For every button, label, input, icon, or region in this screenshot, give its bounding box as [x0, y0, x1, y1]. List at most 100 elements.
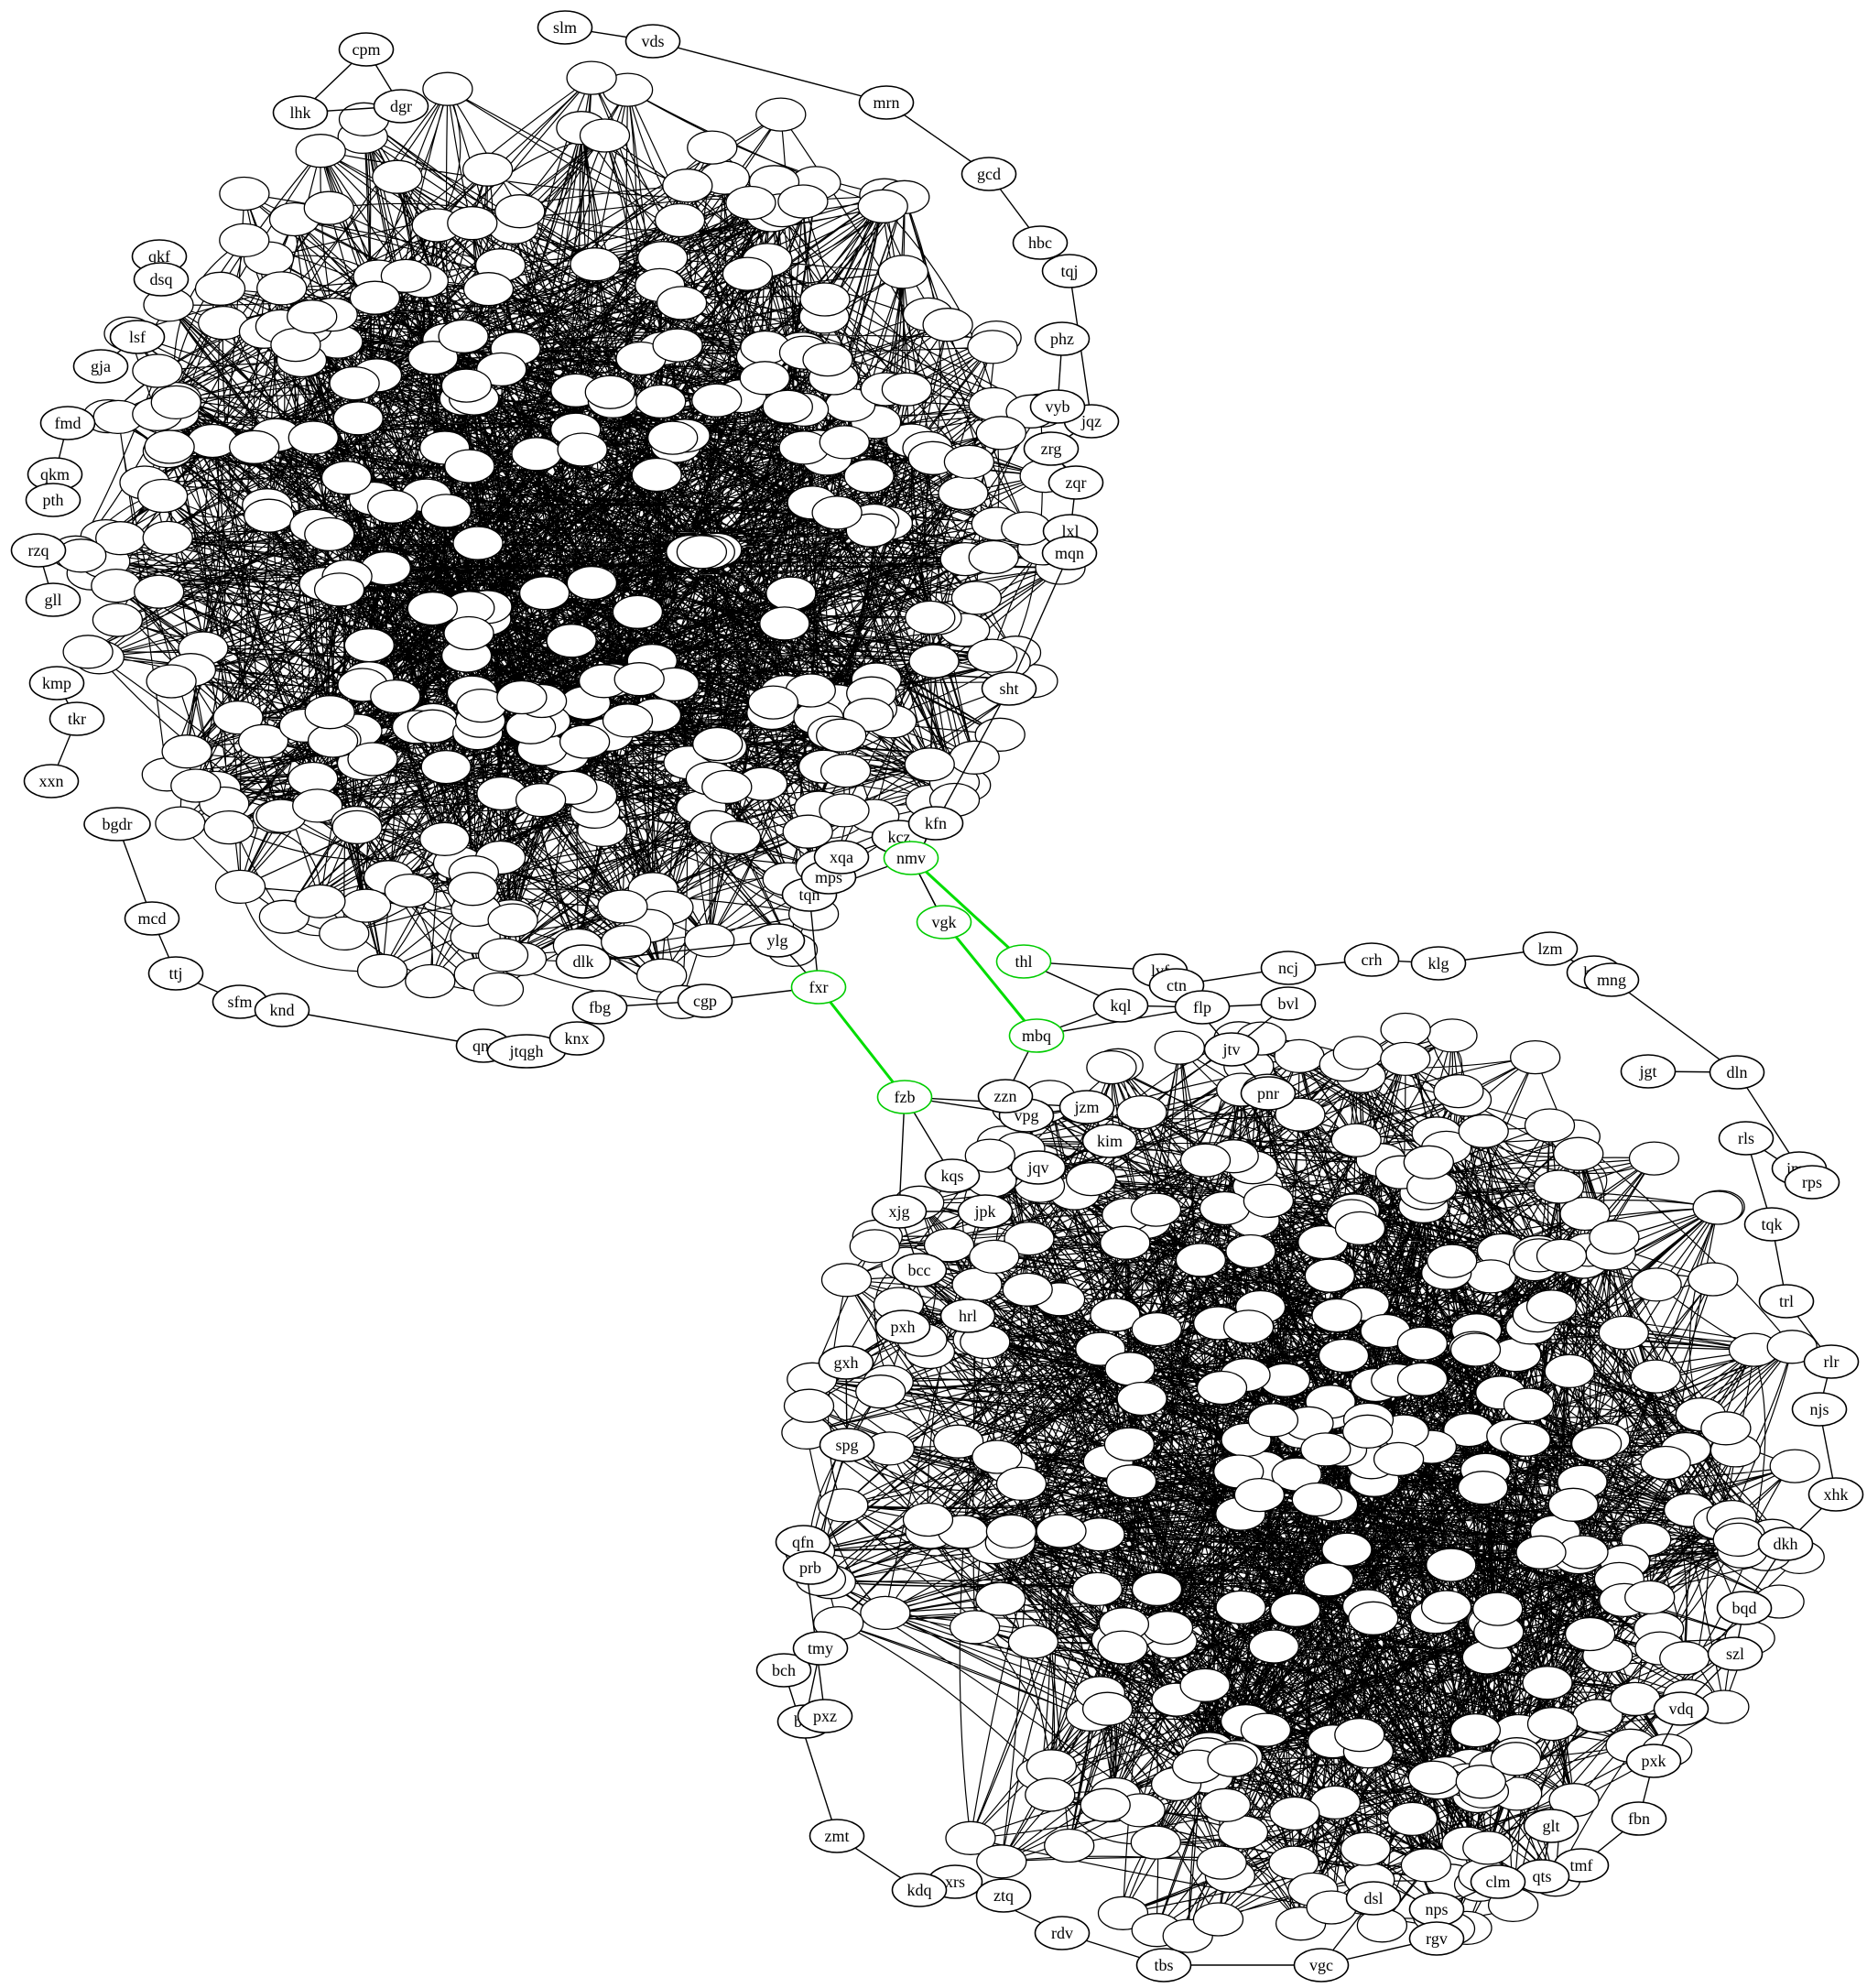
node-gxh[interactable]: gxh: [818, 1345, 874, 1380]
node-fbg[interactable]: fbg: [571, 990, 628, 1025]
node-dgr[interactable]: dgr: [373, 89, 429, 124]
node-tkr[interactable]: tkr: [49, 701, 105, 736]
node-pxh[interactable]: pxh: [874, 1309, 931, 1344]
node-bqd[interactable]: bqd: [1716, 1591, 1773, 1625]
node-ylg[interactable]: ylg: [749, 923, 806, 958]
node-zqr[interactable]: zqr: [1047, 465, 1104, 500]
node-vgk[interactable]: vgk: [916, 905, 972, 940]
node-bvl[interactable]: bvl: [1260, 986, 1317, 1021]
node-vgc[interactable]: vgc: [1293, 1948, 1350, 1983]
node-zmt[interactable]: zmt: [809, 1819, 865, 1853]
node-rgv[interactable]: rgv: [1408, 1921, 1465, 1956]
node-nps[interactable]: nps: [1408, 1892, 1465, 1927]
node-hrl[interactable]: hrl: [939, 1298, 996, 1333]
node-glt[interactable]: glt: [1523, 1809, 1579, 1843]
node-clm[interactable]: clm: [1470, 1864, 1526, 1899]
node-pth[interactable]: pth: [25, 483, 81, 517]
node-qkm[interactable]: qkm: [27, 457, 83, 492]
node-dsq[interactable]: dsq: [133, 262, 190, 297]
node-lzm[interactable]: lzm: [1522, 931, 1579, 966]
node-tmy[interactable]: tmy: [792, 1631, 849, 1666]
node-szl[interactable]: szl: [1707, 1636, 1764, 1671]
node-slm[interactable]: slm: [537, 10, 593, 45]
node-dlk[interactable]: dlk: [555, 944, 612, 979]
node-rdv[interactable]: rdv: [1034, 1916, 1091, 1950]
node-fxr-label: fxr: [809, 978, 829, 996]
node-kim[interactable]: kim: [1081, 1124, 1138, 1158]
node-lsf[interactable]: lsf: [109, 320, 166, 354]
node-ztq[interactable]: ztq: [975, 1878, 1032, 1913]
node-kqs[interactable]: kqs: [924, 1158, 981, 1193]
node-spg[interactable]: spg: [819, 1428, 875, 1462]
node-jtv[interactable]: jtv: [1203, 1032, 1260, 1067]
node-lhk[interactable]: lhk: [272, 95, 329, 130]
node-jgt[interactable]: jgt: [1620, 1054, 1677, 1089]
node-njs[interactable]: njs: [1791, 1392, 1848, 1427]
node-kdq[interactable]: kdq: [891, 1873, 948, 1907]
node-fxr[interactable]: fxr: [790, 970, 847, 1005]
node-rlr[interactable]: rlr: [1803, 1344, 1860, 1379]
node-tqk[interactable]: tqk: [1743, 1207, 1800, 1242]
node-tbs[interactable]: tbs: [1135, 1948, 1192, 1983]
node-ttj[interactable]: ttj: [147, 956, 204, 991]
node-jpk[interactable]: jpk: [957, 1194, 1014, 1229]
node-jtqgh[interactable]: jtqgh: [486, 1034, 567, 1069]
node-vdq[interactable]: vdq: [1653, 1691, 1710, 1726]
node-mcd[interactable]: mcd: [124, 901, 180, 936]
node-fmd[interactable]: fmd: [39, 406, 96, 440]
node-qts[interactable]: qts: [1514, 1859, 1570, 1894]
node-sht[interactable]: sht: [981, 671, 1037, 706]
node-rps[interactable]: rps: [1784, 1165, 1840, 1200]
node-kmp[interactable]: kmp: [28, 666, 85, 701]
node-cpm[interactable]: cpm: [338, 32, 395, 67]
node-nmv[interactable]: nmv: [883, 841, 939, 875]
node-zzn[interactable]: zzn: [977, 1079, 1034, 1113]
node-flp[interactable]: flp: [1174, 990, 1231, 1025]
node-mrn[interactable]: mrn: [858, 85, 915, 120]
node-mng[interactable]: mng: [1583, 962, 1640, 997]
node-dln[interactable]: dln: [1709, 1055, 1765, 1090]
node-crh[interactable]: crh: [1343, 942, 1400, 977]
node-thl[interactable]: thl: [995, 944, 1052, 979]
node-xhk[interactable]: xhk: [1807, 1477, 1864, 1512]
node-gja[interactable]: gja: [72, 349, 129, 384]
node-xjg[interactable]: xjg: [871, 1194, 928, 1229]
node-fbn[interactable]: fbn: [1611, 1801, 1667, 1836]
node-rls[interactable]: rls: [1718, 1121, 1775, 1156]
node-fzb[interactable]: fzb: [876, 1080, 933, 1114]
node-klg[interactable]: klg: [1410, 946, 1467, 981]
node-dkh[interactable]: dkh: [1757, 1526, 1814, 1561]
node-zrg[interactable]: zrg: [1023, 431, 1080, 466]
node-phz[interactable]: phz: [1034, 321, 1091, 356]
node-pxk[interactable]: pxk: [1625, 1744, 1682, 1778]
node-sfm[interactable]: sfm: [212, 984, 268, 1019]
node-prb[interactable]: prb: [782, 1550, 839, 1585]
node-jqv[interactable]: jqv: [1010, 1150, 1067, 1185]
node-gll[interactable]: gll: [25, 582, 81, 617]
node-bgdr[interactable]: bgdr: [83, 807, 151, 842]
node-pxh-label: pxh: [891, 1318, 916, 1336]
node-trl[interactable]: trl: [1758, 1284, 1815, 1319]
node-kfn[interactable]: kfn: [907, 806, 964, 841]
node-hbc[interactable]: hbc: [1012, 225, 1069, 260]
node-bcc[interactable]: bcc: [891, 1253, 948, 1287]
node-mqn[interactable]: mqn: [1041, 536, 1098, 570]
node-tqj[interactable]: tqj: [1041, 254, 1098, 288]
node-bch[interactable]: bch: [755, 1653, 812, 1688]
node-kql[interactable]: kql: [1092, 988, 1149, 1023]
node-cgp[interactable]: cgp: [677, 983, 733, 1018]
node-vyb[interactable]: vyb: [1029, 389, 1086, 424]
node-pnr[interactable]: pnr: [1240, 1076, 1297, 1111]
node-gcd[interactable]: gcd: [961, 157, 1017, 191]
node-xxn[interactable]: xxn: [23, 764, 80, 798]
node-xqa[interactable]: xqa: [813, 840, 870, 875]
node-knd[interactable]: knd: [254, 993, 310, 1027]
node-ncj[interactable]: ncj: [1260, 951, 1317, 985]
node-knx[interactable]: knx: [548, 1021, 605, 1056]
node-jzm[interactable]: jzm: [1058, 1090, 1115, 1124]
node-rzq[interactable]: rzq: [10, 533, 67, 568]
node-dsl[interactable]: dsl: [1345, 1881, 1402, 1916]
node-pxz[interactable]: pxz: [797, 1699, 853, 1733]
node-mbq[interactable]: mbq: [1008, 1018, 1065, 1053]
node-vds[interactable]: vds: [624, 24, 681, 59]
